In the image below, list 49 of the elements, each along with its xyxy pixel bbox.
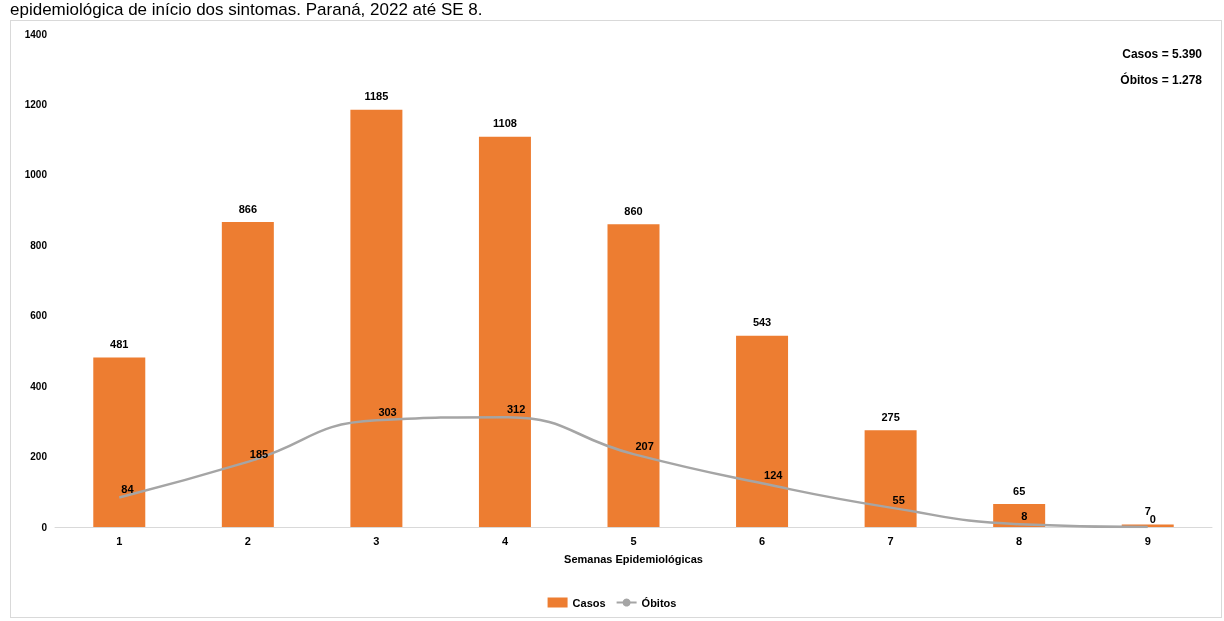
y-tick-label: 400 (30, 380, 48, 392)
data-label: 1185 (364, 90, 389, 103)
x-tick-label: 7 (887, 534, 894, 547)
x-axis-title: Semanas Epidemiológicas (564, 552, 703, 565)
data-label: 275 (881, 410, 900, 423)
y-tick-label: 800 (30, 239, 48, 251)
bar (478, 136, 531, 527)
y-tick-label: 200 (30, 451, 48, 463)
line-series (118, 415, 1149, 529)
bar (350, 109, 403, 527)
y-tick-label: 1400 (24, 28, 48, 40)
bar (93, 357, 146, 527)
data-label: 124 (764, 469, 784, 482)
data-label: 0 (1149, 513, 1156, 525)
data-label: 866 (238, 202, 258, 215)
x-tick-label: 5 (630, 534, 637, 547)
x-tick-label: 3 (373, 534, 380, 547)
y-tick-label: 600 (30, 310, 48, 322)
data-label: 84 (121, 483, 135, 496)
y-tick-label: 0 (41, 521, 48, 533)
annotation: Óbitos = 1.278 (1120, 72, 1203, 87)
y-tick-label: 1200 (24, 98, 48, 110)
x-tick-label: 4 (501, 534, 509, 547)
x-tick-label: 1 (116, 534, 123, 547)
data-label: 860 (624, 204, 643, 217)
data-label: 481 (110, 338, 129, 351)
chart-title: epidemiológica de início dos sintomas. Paraná, 2022 até SE 8. (10, 0, 483, 20)
data-label: 55 (892, 493, 905, 506)
annotation: Casos = 5.390 (1122, 47, 1203, 61)
legend-label: Casos (572, 596, 606, 609)
x-tick-label: 9 (1144, 534, 1151, 547)
x-tick-label: 8 (1016, 534, 1023, 547)
bar (221, 222, 274, 527)
bar (607, 224, 660, 527)
bar (864, 430, 917, 527)
legend-label: Óbitos (641, 596, 677, 609)
x-tick-label: 6 (758, 534, 766, 547)
data-label: 312 (506, 403, 526, 416)
bar (736, 335, 789, 527)
data-label: 7 (1144, 505, 1151, 518)
data-label: 543 (752, 316, 772, 329)
x-tick-label: 2 (244, 534, 251, 547)
data-label: 303 (378, 406, 397, 419)
data-label: 65 (1013, 484, 1026, 497)
data-label: 1108 (493, 117, 517, 130)
y-tick-label: 1000 (24, 169, 48, 181)
data-label: 207 (635, 440, 654, 453)
data-label: 8 (1021, 510, 1028, 523)
data-label: 185 (249, 447, 269, 460)
